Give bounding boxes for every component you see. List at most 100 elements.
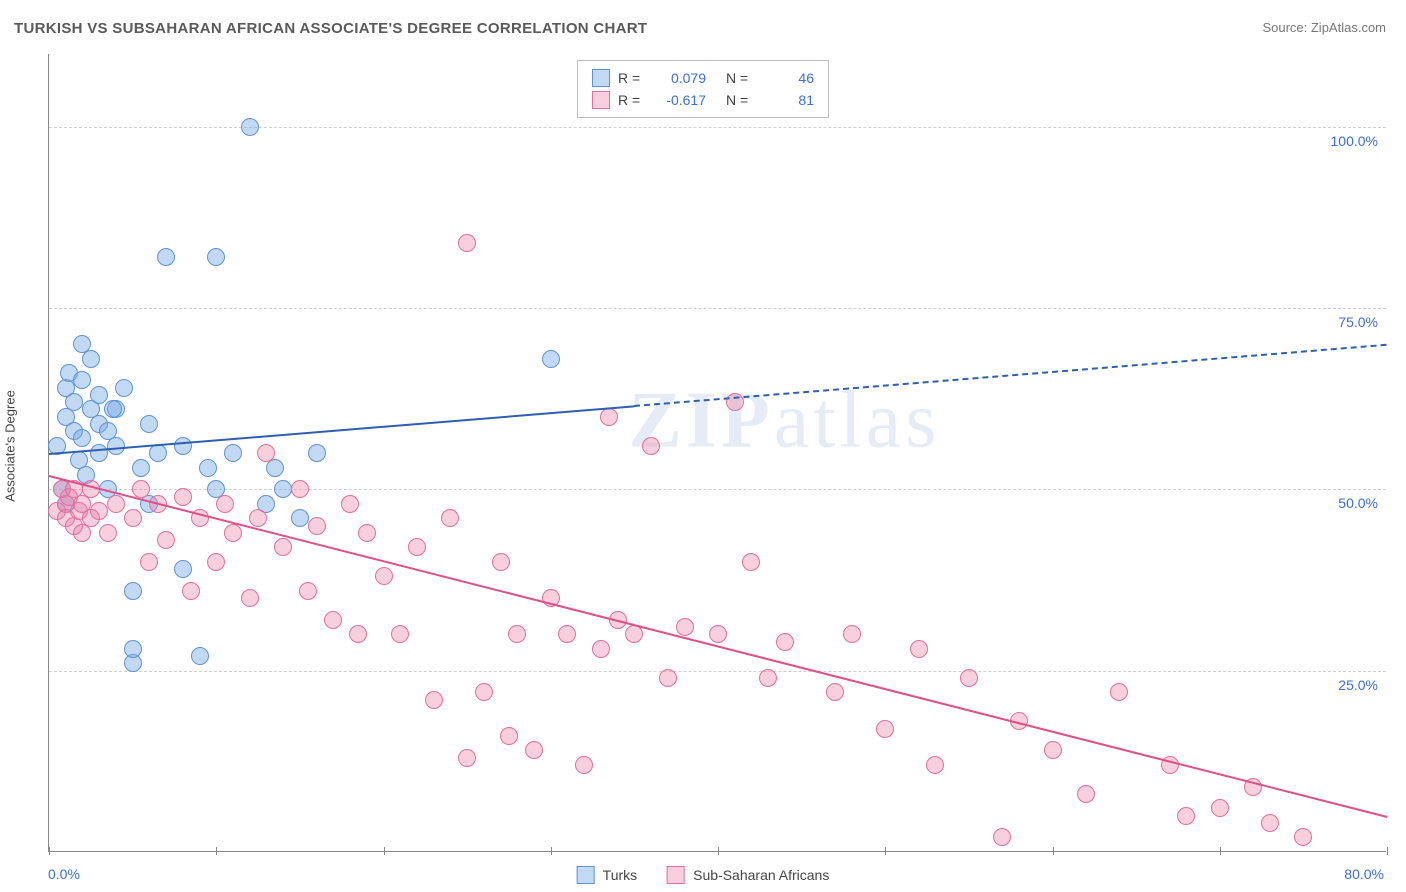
y-axis-title: Associate's Degree xyxy=(3,390,18,502)
legend-n-value: 46 xyxy=(764,70,814,86)
data-point xyxy=(408,538,426,556)
trend-line xyxy=(49,475,1387,818)
correlation-legend: R = 0.079 N = 46 R = -0.617 N = 81 xyxy=(577,60,829,118)
data-point xyxy=(241,589,259,607)
data-point xyxy=(174,488,192,506)
x-tick xyxy=(216,847,217,855)
data-point xyxy=(500,727,518,745)
data-point xyxy=(149,444,167,462)
data-point xyxy=(475,683,493,701)
data-point xyxy=(458,234,476,252)
data-point xyxy=(926,756,944,774)
data-point xyxy=(1211,799,1229,817)
data-point xyxy=(1261,814,1279,832)
data-point xyxy=(115,379,133,397)
data-point xyxy=(182,582,200,600)
data-point xyxy=(274,538,292,556)
data-point xyxy=(224,444,242,462)
legend-n-value: 81 xyxy=(764,92,814,108)
trend-line xyxy=(49,405,635,455)
data-point xyxy=(676,618,694,636)
data-point xyxy=(257,444,275,462)
data-point xyxy=(65,393,83,411)
data-point xyxy=(299,582,317,600)
data-point xyxy=(843,625,861,643)
data-point xyxy=(458,749,476,767)
series-legend: Turks Sub-Saharan Africans xyxy=(577,866,830,884)
x-tick xyxy=(1053,847,1054,855)
data-point xyxy=(558,625,576,643)
data-point xyxy=(104,400,122,418)
data-point xyxy=(742,553,760,571)
gridline xyxy=(49,489,1386,490)
data-point xyxy=(1294,828,1312,846)
x-tick xyxy=(384,847,385,855)
y-tick-label: 100.0% xyxy=(1331,133,1378,149)
data-point xyxy=(207,553,225,571)
legend-n-label: N = xyxy=(726,92,756,108)
legend-r-label: R = xyxy=(618,92,648,108)
data-point xyxy=(140,415,158,433)
source-label: Source: ZipAtlas.com xyxy=(1262,20,1386,35)
data-point xyxy=(1177,807,1195,825)
data-point xyxy=(508,625,526,643)
x-tick xyxy=(718,847,719,855)
data-point xyxy=(107,437,125,455)
data-point xyxy=(132,459,150,477)
data-point xyxy=(960,669,978,687)
data-point xyxy=(341,495,359,513)
data-point xyxy=(709,625,727,643)
data-point xyxy=(1044,741,1062,759)
x-tick xyxy=(551,847,552,855)
data-point xyxy=(910,640,928,658)
legend-swatch xyxy=(667,866,685,884)
x-tick xyxy=(1387,847,1388,855)
data-point xyxy=(759,669,777,687)
x-tick xyxy=(49,847,50,855)
legend-swatch xyxy=(592,91,610,109)
data-point xyxy=(492,553,510,571)
data-point xyxy=(1077,785,1095,803)
data-point xyxy=(73,335,91,353)
data-point xyxy=(291,480,309,498)
data-point xyxy=(542,350,560,368)
data-point xyxy=(124,640,142,658)
data-point xyxy=(324,611,342,629)
data-point xyxy=(174,437,192,455)
legend-r-value: 0.079 xyxy=(656,70,706,86)
data-point xyxy=(73,371,91,389)
data-point xyxy=(993,828,1011,846)
data-point xyxy=(224,524,242,542)
data-point xyxy=(99,524,117,542)
chart-container: TURKISH VS SUBSAHARAN AFRICAN ASSOCIATE'… xyxy=(0,0,1406,892)
data-point xyxy=(191,647,209,665)
legend-label: Sub-Saharan Africans xyxy=(693,867,829,883)
legend-row: R = -0.617 N = 81 xyxy=(592,89,814,111)
legend-r-value: -0.617 xyxy=(656,92,706,108)
gridline xyxy=(49,671,1386,672)
data-point xyxy=(642,437,660,455)
data-point xyxy=(349,625,367,643)
plot-area: ZIPatlas 25.0%50.0%75.0%100.0% xyxy=(48,54,1386,852)
x-axis-max-label: 80.0% xyxy=(1344,866,1384,882)
data-point xyxy=(525,741,543,759)
data-point xyxy=(216,495,234,513)
data-point xyxy=(291,509,309,527)
legend-item: Turks xyxy=(577,866,637,884)
data-point xyxy=(90,444,108,462)
data-point xyxy=(826,683,844,701)
data-point xyxy=(107,495,125,513)
legend-item: Sub-Saharan Africans xyxy=(667,866,829,884)
y-tick-label: 25.0% xyxy=(1338,677,1378,693)
data-point xyxy=(174,560,192,578)
gridline xyxy=(49,308,1386,309)
chart-title: TURKISH VS SUBSAHARAN AFRICAN ASSOCIATE'… xyxy=(14,20,647,37)
y-tick-label: 50.0% xyxy=(1338,495,1378,511)
data-point xyxy=(90,386,108,404)
data-point xyxy=(73,429,91,447)
y-tick-label: 75.0% xyxy=(1338,314,1378,330)
data-point xyxy=(157,248,175,266)
legend-swatch xyxy=(592,69,610,87)
data-point xyxy=(358,524,376,542)
data-point xyxy=(776,633,794,651)
